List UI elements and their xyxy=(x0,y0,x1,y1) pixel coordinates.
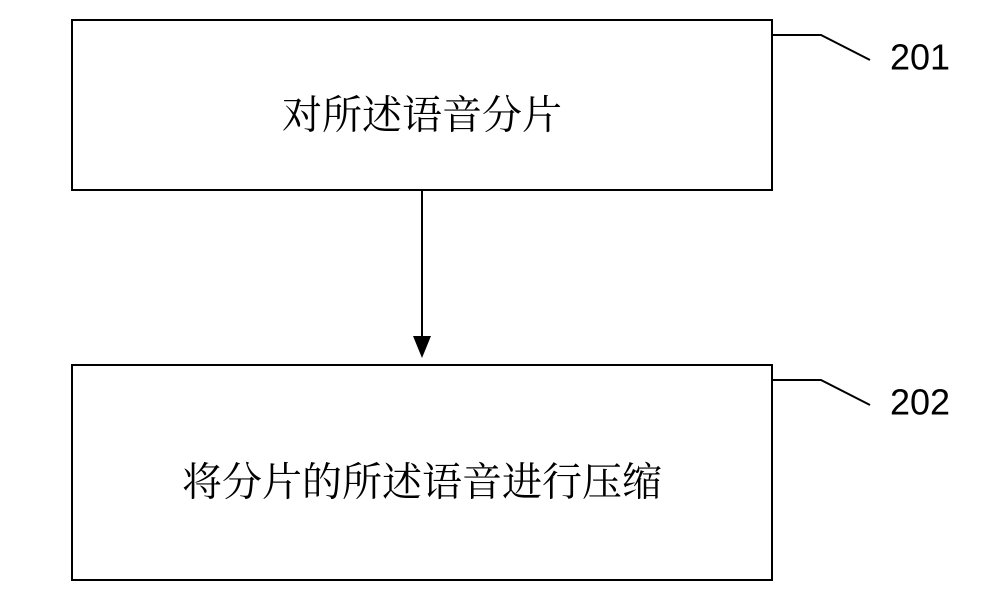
step-text-2: 将分片的所述语音进行压缩 xyxy=(182,450,662,507)
step-label-1: 201 xyxy=(890,37,950,78)
step-label-2: 202 xyxy=(890,382,950,423)
step-text-1: 对所述语音分片 xyxy=(282,83,562,140)
leader-line-2 xyxy=(772,380,870,405)
leader-line-1 xyxy=(772,35,870,60)
flow-arrow-head xyxy=(413,336,431,358)
